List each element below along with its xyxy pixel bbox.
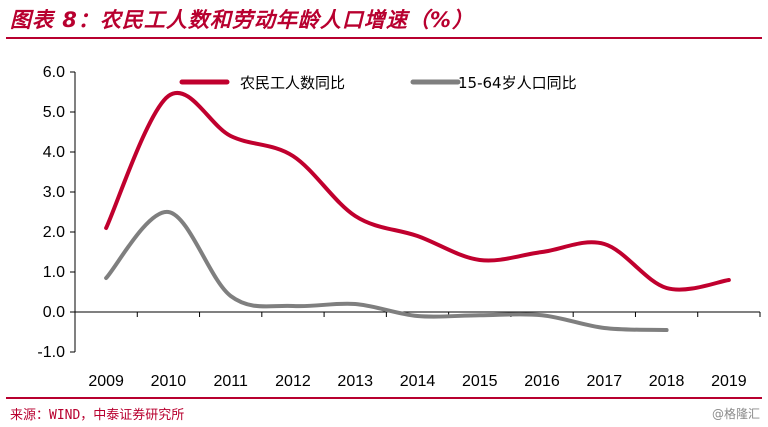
series-line-2 bbox=[104, 210, 669, 332]
x-tick-label: 2011 bbox=[213, 373, 248, 390]
y-tick-label: -1.0 bbox=[37, 344, 65, 361]
title-divider bbox=[6, 37, 762, 39]
legend: 农民工人数同比 15-64岁人口同比 bbox=[179, 74, 577, 92]
x-tick-label: 2010 bbox=[151, 373, 187, 390]
x-tick-label: 2017 bbox=[587, 373, 623, 390]
x-tick-label: 2018 bbox=[649, 373, 685, 390]
x-tick-label: 2016 bbox=[524, 373, 560, 390]
line-chart: 6.05.04.03.02.01.00.0-1.0 2009 2010 2011 20… bbox=[37, 64, 761, 390]
figure-title: 图表 8：农民工人数和劳动年龄人口增速（%） bbox=[10, 8, 474, 32]
y-tick-label: 5.0 bbox=[43, 104, 65, 121]
x-tick-label: 2013 bbox=[337, 373, 373, 390]
series-line-1 bbox=[104, 91, 731, 292]
legend-label-2: 15-64岁人口同比 bbox=[458, 74, 577, 92]
y-tick-label: 3.0 bbox=[43, 184, 65, 201]
legend-label-1: 农民工人数同比 bbox=[240, 74, 345, 92]
x-tick-label: 2014 bbox=[400, 373, 436, 390]
y-tick-label: 2.0 bbox=[43, 224, 65, 241]
series-lines bbox=[104, 91, 731, 332]
source-note: 来源：WIND，中泰证券研究所 bbox=[10, 408, 185, 423]
y-tick-label: 1.0 bbox=[43, 264, 65, 281]
x-axis-ticks: 2009 2010 2011 2012 2013 2014 2015 2016 2017 2018… bbox=[74, 312, 761, 390]
x-tick-label: 2019 bbox=[711, 373, 747, 390]
x-tick-label: 2015 bbox=[462, 373, 498, 390]
x-tick-label: 2009 bbox=[88, 373, 124, 390]
y-tick-label: 6.0 bbox=[43, 64, 65, 81]
y-tick-label: 0.0 bbox=[43, 304, 65, 321]
y-tick-label: 4.0 bbox=[43, 144, 65, 161]
source-divider bbox=[6, 397, 762, 399]
x-tick-label: 2012 bbox=[275, 373, 311, 390]
y-axis-ticks: 6.0 5.0 4.0 3.0 2.0 1.0 0.0 -1.0 bbox=[37, 64, 75, 361]
watermark: @格隆汇 bbox=[711, 407, 760, 421]
